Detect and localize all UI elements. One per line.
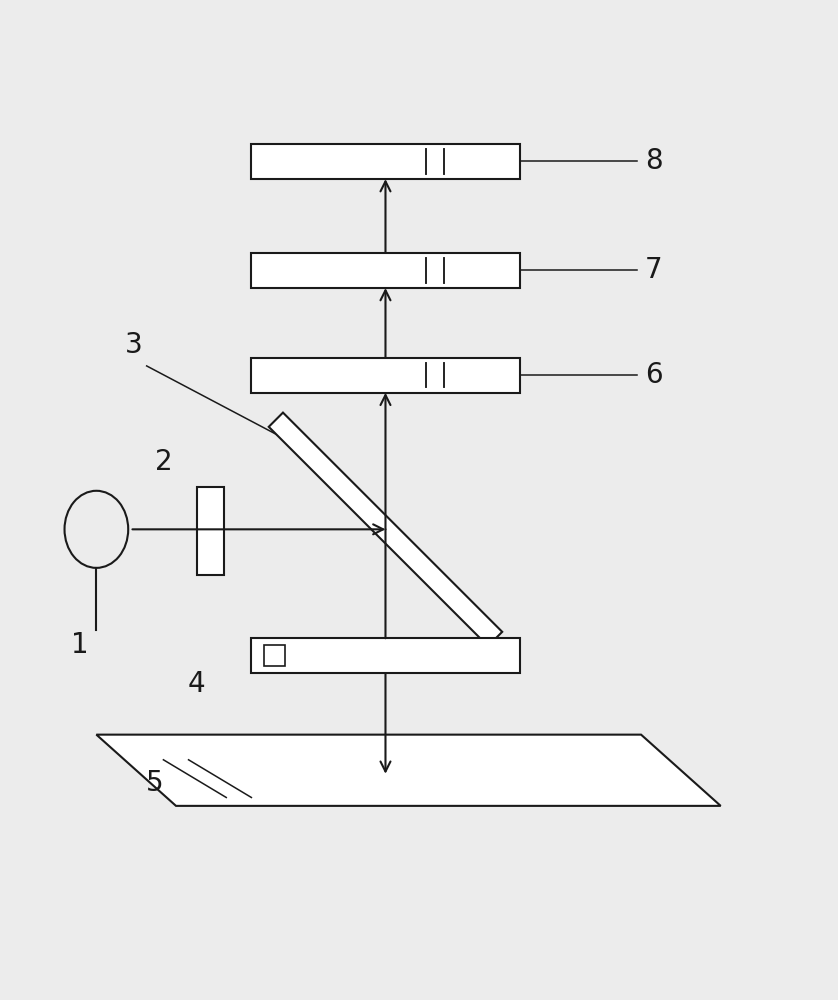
Bar (264, 645, 285, 666)
Text: 1: 1 (70, 631, 89, 659)
Bar (251, 638, 520, 673)
Text: 6: 6 (644, 361, 663, 389)
Text: 2: 2 (154, 448, 173, 476)
Bar (251, 358, 520, 393)
Text: 8: 8 (644, 147, 663, 175)
Polygon shape (96, 735, 721, 806)
Bar (251, 253, 520, 288)
Bar (197, 487, 224, 575)
Bar (251, 144, 520, 179)
Text: 4: 4 (188, 670, 206, 698)
Text: 3: 3 (125, 331, 143, 359)
Polygon shape (269, 413, 502, 646)
Text: 5: 5 (146, 769, 164, 797)
Text: 7: 7 (644, 256, 663, 284)
